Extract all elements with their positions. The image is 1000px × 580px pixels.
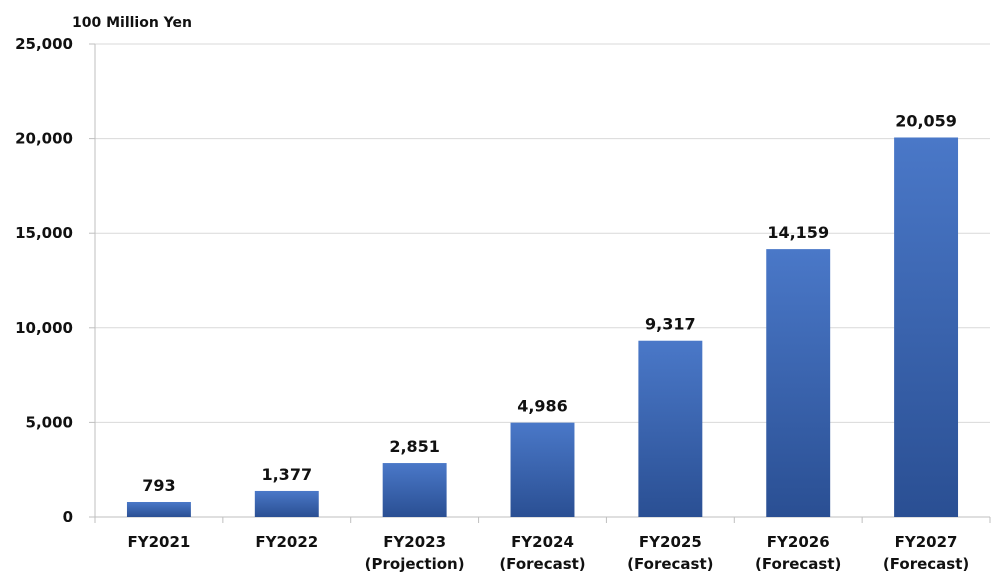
x-category-label: (Forecast) (499, 555, 585, 573)
x-category-label: FY2022 (255, 533, 318, 551)
x-category-label: FY2025 (639, 533, 702, 551)
y-axis-ticks: 0 5,000 10,000 15,000 20,000 25,000 (15, 35, 73, 526)
x-axis-categories: FY2021 FY2022 FY2023 (Projection) FY2024 (For… (127, 533, 969, 573)
data-label: 9,317 (645, 315, 696, 334)
x-category-label: FY2024 (511, 533, 574, 551)
data-label: 2,851 (389, 437, 440, 456)
x-category-label: FY2026 (767, 533, 830, 551)
x-category-label: (Forecast) (883, 555, 969, 573)
y-tick-label: 15,000 (15, 224, 73, 242)
bar (638, 340, 703, 517)
x-category-label: (Forecast) (755, 555, 841, 573)
data-label: 1,377 (261, 465, 312, 484)
y-tick-label: 10,000 (15, 319, 73, 337)
x-category-label: (Forecast) (627, 555, 713, 573)
x-category-label: FY2027 (895, 533, 958, 551)
x-category-label: FY2023 (383, 533, 446, 551)
bar (894, 137, 959, 518)
bar (766, 249, 831, 517)
y-tick-label: 25,000 (15, 35, 73, 53)
bar (254, 490, 319, 517)
x-category-label: FY2021 (127, 533, 190, 551)
bar (382, 463, 447, 517)
data-label: 793 (142, 476, 175, 495)
data-labels: 793 1,377 2,851 4,986 9,317 14,159 20,059 (142, 111, 957, 495)
y-axis-unit-label: 100 Million Yen (72, 15, 192, 31)
x-category-label: (Projection) (365, 555, 465, 573)
y-tick-label: 20,000 (15, 130, 73, 148)
y-tick-label: 5,000 (26, 413, 73, 431)
y-tick-label: 0 (63, 508, 73, 526)
data-label: 20,059 (895, 111, 957, 130)
bar (510, 422, 575, 517)
data-label: 14,159 (767, 223, 829, 242)
data-label: 4,986 (517, 397, 568, 416)
bar (126, 501, 191, 517)
bars (126, 137, 959, 518)
